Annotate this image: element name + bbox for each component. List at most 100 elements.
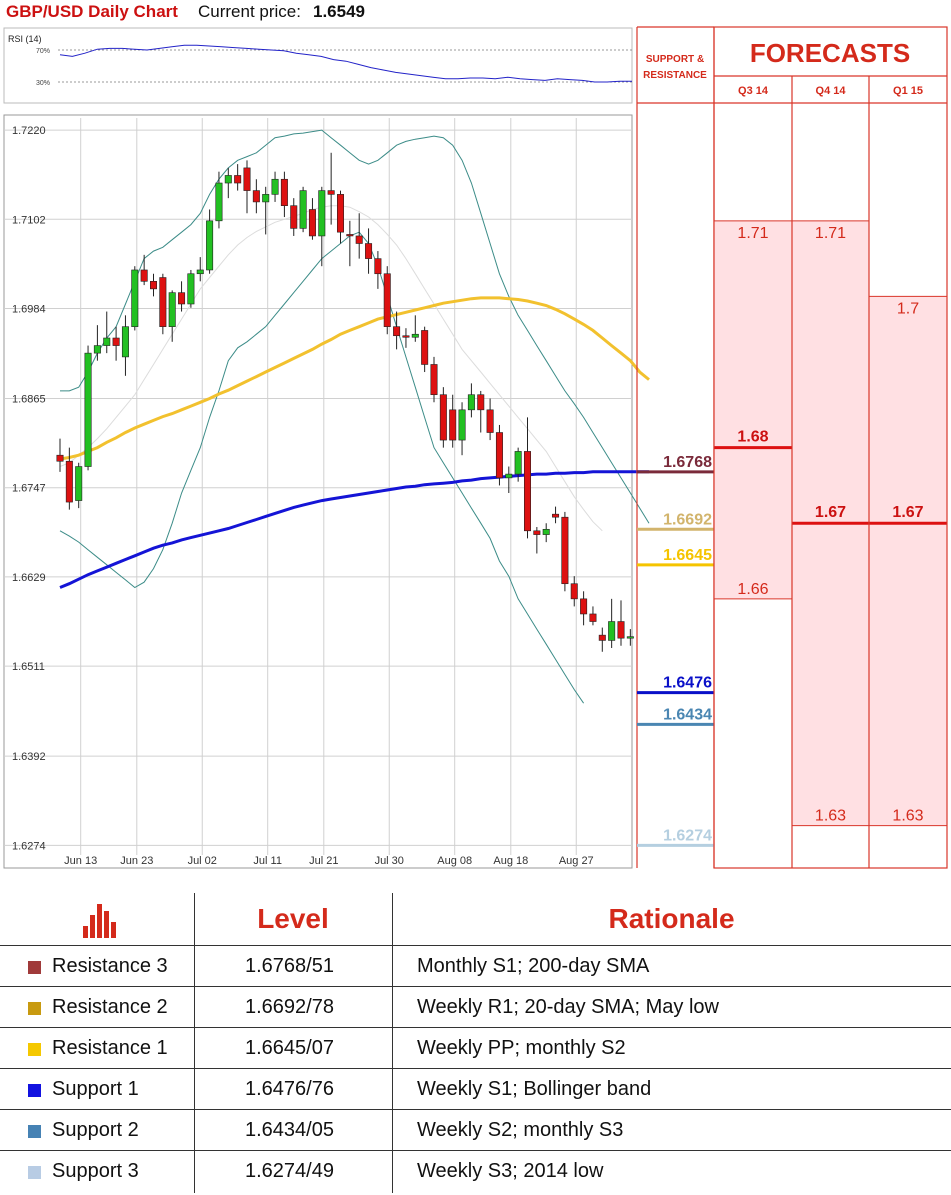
forecast-quarter-label: Q3 14	[738, 85, 769, 97]
table-header-level: Level	[257, 903, 329, 934]
candle-body	[187, 273, 195, 305]
rsi-series-line	[59, 44, 632, 83]
y-tick-label: 1.6511	[12, 661, 45, 673]
row-color-swatch	[28, 1002, 41, 1015]
candle	[355, 213, 363, 259]
row-level: 1.6645/07	[245, 1037, 334, 1059]
candle-body	[215, 182, 223, 222]
candle	[402, 328, 410, 348]
current-price-value: 1.6549	[313, 2, 365, 21]
sr-header-line1: SUPPORT &	[646, 54, 704, 65]
candle	[280, 171, 288, 218]
row-name: Resistance 1	[52, 1037, 168, 1059]
candle	[308, 198, 316, 240]
x-tick-label: Jun 23	[120, 855, 153, 867]
candle-body	[150, 281, 158, 290]
current-price-label: Current price:	[198, 2, 301, 21]
candle-body	[262, 194, 270, 203]
candle	[112, 326, 120, 361]
x-tick-label: Jun 13	[64, 855, 97, 867]
row-name: Support 2	[52, 1119, 139, 1141]
candle-body	[383, 273, 391, 327]
candle-body	[103, 337, 111, 346]
candle-body	[112, 337, 120, 346]
candle	[65, 447, 73, 510]
table-row: Resistance 3 1.6768/51 Monthly S1; 200-day…	[0, 945, 951, 986]
candle	[131, 266, 139, 331]
row-color-swatch	[28, 1043, 41, 1056]
candle	[458, 402, 466, 456]
candle	[234, 164, 242, 191]
rsi-level-30: 30%	[36, 80, 50, 87]
candle-body	[495, 432, 503, 479]
candle-body	[56, 454, 64, 462]
candle	[374, 251, 382, 289]
candle	[168, 290, 176, 342]
candle-body	[430, 364, 438, 396]
candle	[467, 383, 475, 418]
x-tick-label: Jul 21	[309, 855, 338, 867]
table-divider-1	[194, 893, 195, 1193]
candle-body	[75, 466, 83, 501]
candle-body	[327, 190, 335, 195]
sma200-line	[59, 470, 649, 589]
candle-body	[533, 530, 541, 535]
candle	[365, 228, 373, 274]
row-level: 1.6274/49	[245, 1160, 334, 1182]
candle-body	[561, 516, 569, 585]
y-tick-label: 1.6747	[12, 483, 46, 495]
row-level: 1.6692/78	[245, 996, 334, 1018]
candle-body	[318, 190, 326, 237]
forecasts-frame	[713, 26, 948, 869]
candle	[252, 179, 260, 214]
sr-level-label: 1.6692	[663, 511, 712, 528]
candle-body	[402, 335, 410, 338]
forecast-quarter-label: Q4 14	[816, 85, 847, 97]
candle	[552, 506, 560, 524]
sr-header-line2: RESISTANCE	[643, 70, 707, 81]
row-rationale: Weekly R1; 20-day SMA; May low	[417, 996, 719, 1018]
candle	[598, 627, 606, 652]
candle	[262, 186, 270, 235]
x-tick-label: Aug 27	[559, 855, 594, 867]
candle-body	[308, 209, 316, 237]
candle	[103, 311, 111, 354]
candle	[580, 591, 588, 626]
sr-level-label: 1.6274	[663, 827, 712, 844]
candle-body	[131, 269, 139, 327]
candle-body	[598, 634, 606, 641]
candle	[411, 315, 419, 342]
candle-body	[93, 345, 101, 354]
x-tick-label: Aug 18	[493, 855, 528, 867]
candle	[290, 198, 298, 236]
bar-chart-icon-bars	[83, 904, 116, 938]
candle-body	[271, 178, 279, 195]
row-color-swatch	[28, 1084, 41, 1097]
candle-body	[196, 269, 204, 275]
candle-body	[365, 243, 373, 259]
sr-level-label: 1.6768	[663, 454, 712, 471]
candle-body	[439, 394, 447, 441]
row-color-swatch	[28, 1125, 41, 1138]
x-tick-label: Jul 30	[375, 855, 404, 867]
candle-body	[121, 326, 129, 358]
candle	[542, 523, 550, 543]
candle	[617, 600, 625, 646]
candle-body	[206, 220, 214, 271]
table-row: Support 3 1.6274/49 Weekly S3; 2014 low	[0, 1150, 951, 1191]
candle	[206, 209, 214, 274]
candle-body	[252, 190, 260, 203]
candle	[346, 220, 354, 267]
forecast-low-label: 1.66	[737, 581, 768, 598]
row-rationale: Weekly S1; Bollinger band	[417, 1078, 652, 1100]
chart-title: GBP/USD Daily Chart	[6, 2, 178, 21]
forecast-mid-label: 1.68	[737, 429, 768, 446]
candle	[187, 269, 195, 308]
candle	[327, 152, 335, 225]
x-tick-label: Aug 08	[437, 855, 472, 867]
rsi-label: RSI (14)	[8, 34, 42, 44]
y-tick-label: 1.6865	[12, 393, 46, 405]
sr-level-label: 1.6476	[663, 675, 712, 692]
candle	[486, 398, 494, 441]
row-name: Resistance 3	[52, 955, 168, 977]
